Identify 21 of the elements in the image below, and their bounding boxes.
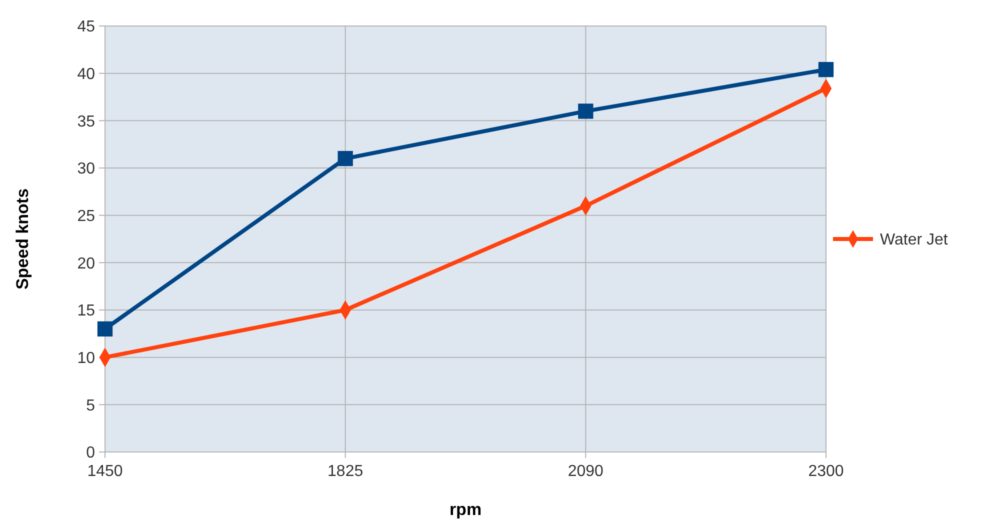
x-tick-label: 1450 [87,463,123,480]
y-tick-label: 5 [86,397,96,414]
point [818,62,834,78]
y-tick-label: 35 [77,113,96,130]
point [97,321,113,337]
x-tick-label: 1825 [328,463,364,480]
x-tick-label: 2090 [568,463,604,480]
point [338,150,353,166]
y-tick-label: 10 [77,350,96,367]
x-axis-title: rpm [449,500,482,519]
y-tick-label: 0 [86,444,96,462]
y-tick-label: 15 [77,302,96,320]
y-tick-label: 25 [77,208,96,225]
y-axis-title: Speed knots [13,188,32,290]
legend-label: Water Jet [880,232,948,249]
y-tick-label: 30 [77,160,96,178]
y-tick-label: 40 [77,66,96,83]
x-tick-label: 2300 [808,463,844,480]
y-tick-label: 45 [77,18,96,36]
y-tick-label: 20 [77,255,96,272]
point [578,104,594,119]
